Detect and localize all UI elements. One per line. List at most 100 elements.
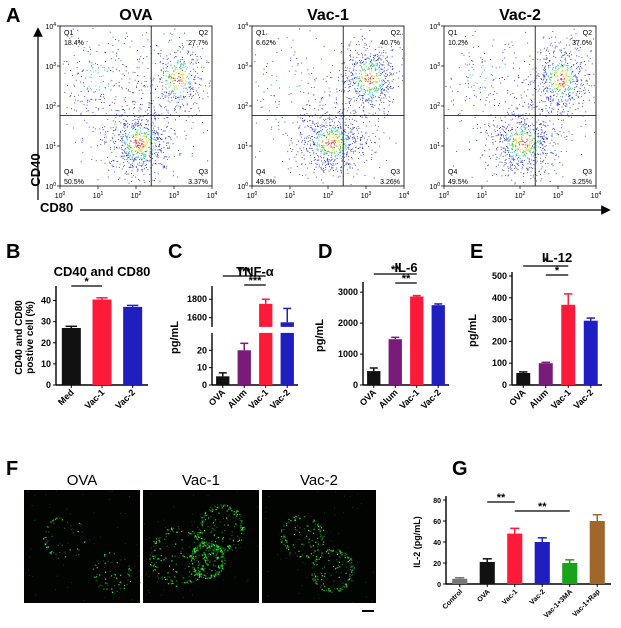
event-dot xyxy=(183,46,184,48)
event-dot xyxy=(524,146,526,148)
event-dot xyxy=(356,87,358,89)
event-dot xyxy=(344,137,346,139)
event-dot xyxy=(328,116,330,118)
event-dot xyxy=(94,128,96,130)
event-dot xyxy=(177,68,179,70)
event-dot xyxy=(146,56,148,58)
event-dot xyxy=(157,173,159,175)
event-dot xyxy=(559,49,561,51)
event-dot xyxy=(371,106,373,107)
event-dot xyxy=(190,86,192,88)
event-dot xyxy=(331,168,333,170)
event-dot xyxy=(541,136,543,138)
event-dot xyxy=(527,172,528,174)
event-dot xyxy=(86,104,88,106)
event-dot xyxy=(532,145,533,146)
event-dot xyxy=(200,66,202,68)
event-dot xyxy=(515,138,517,140)
event-dot xyxy=(80,76,82,77)
event-dot xyxy=(330,129,332,131)
fluorescence-puncta xyxy=(183,556,186,558)
event-dot xyxy=(357,136,358,137)
background-speck xyxy=(129,496,131,498)
event-dot xyxy=(524,124,526,126)
event-dot xyxy=(365,81,367,82)
background-speck xyxy=(56,490,57,492)
event-dot xyxy=(322,168,324,169)
event-dot xyxy=(344,149,346,151)
event-dot xyxy=(350,151,352,153)
event-dot xyxy=(265,66,267,67)
event-dot xyxy=(561,83,563,85)
event-dot xyxy=(504,152,506,154)
event-dot xyxy=(354,119,356,121)
quadrant-label-q2: Q2 xyxy=(391,30,400,37)
event-dot xyxy=(390,73,391,75)
event-dot xyxy=(451,90,453,92)
event-dot xyxy=(551,107,553,109)
event-dot xyxy=(516,155,518,156)
event-dot xyxy=(507,147,509,149)
fluorescence-puncta xyxy=(191,533,193,535)
background-speck xyxy=(203,555,205,557)
event-dot xyxy=(324,91,326,93)
event-dot xyxy=(476,124,478,125)
event-dot xyxy=(531,106,533,108)
event-dot xyxy=(344,122,346,123)
event-dot xyxy=(338,142,339,144)
event-dot xyxy=(367,86,368,88)
event-dot xyxy=(506,133,508,135)
event-dot xyxy=(528,143,530,145)
event-dot xyxy=(348,44,350,46)
event-dot xyxy=(336,145,337,147)
event-dot xyxy=(502,77,504,78)
event-dot xyxy=(508,43,509,45)
event-dot xyxy=(386,87,388,89)
event-dot xyxy=(501,161,503,163)
event-dot xyxy=(187,53,188,55)
fluorescence-puncta xyxy=(205,561,207,563)
event-dot xyxy=(182,59,184,60)
event-dot xyxy=(137,125,139,127)
event-dot xyxy=(523,134,524,136)
event-dot xyxy=(523,173,524,175)
event-dot xyxy=(303,143,305,145)
event-dot xyxy=(540,95,542,97)
fluorescence-puncta xyxy=(98,574,101,576)
event-dot xyxy=(523,154,525,156)
fluorescence-puncta xyxy=(154,555,156,557)
event-dot xyxy=(115,129,116,131)
event-dot xyxy=(349,103,350,104)
event-dot xyxy=(298,128,300,130)
event-dot xyxy=(313,67,314,69)
event-dot xyxy=(133,160,135,162)
event-dot xyxy=(323,170,325,171)
event-dot xyxy=(342,139,343,141)
event-dot xyxy=(351,59,353,61)
event-dot xyxy=(352,79,354,81)
event-dot xyxy=(558,99,559,101)
event-dot xyxy=(310,125,312,127)
y-tick-label: 0 xyxy=(353,380,358,390)
event-dot xyxy=(171,76,172,77)
event-dot xyxy=(566,100,568,102)
fluorescence-puncta xyxy=(46,546,48,549)
event-dot xyxy=(500,127,501,128)
event-dot xyxy=(584,75,586,76)
event-dot xyxy=(484,80,486,82)
event-dot xyxy=(313,143,315,145)
event-dot xyxy=(334,153,336,154)
event-dot xyxy=(155,152,157,153)
event-dot xyxy=(544,71,546,73)
event-dot xyxy=(202,71,203,72)
event-dot xyxy=(507,92,509,94)
event-dot xyxy=(170,84,172,86)
event-dot xyxy=(387,68,389,70)
event-dot xyxy=(519,123,521,125)
event-dot xyxy=(200,56,201,58)
event-dot xyxy=(317,136,319,137)
event-dot xyxy=(152,134,154,135)
event-dot xyxy=(208,62,210,64)
event-dot xyxy=(523,91,525,93)
event-dot xyxy=(139,135,141,137)
